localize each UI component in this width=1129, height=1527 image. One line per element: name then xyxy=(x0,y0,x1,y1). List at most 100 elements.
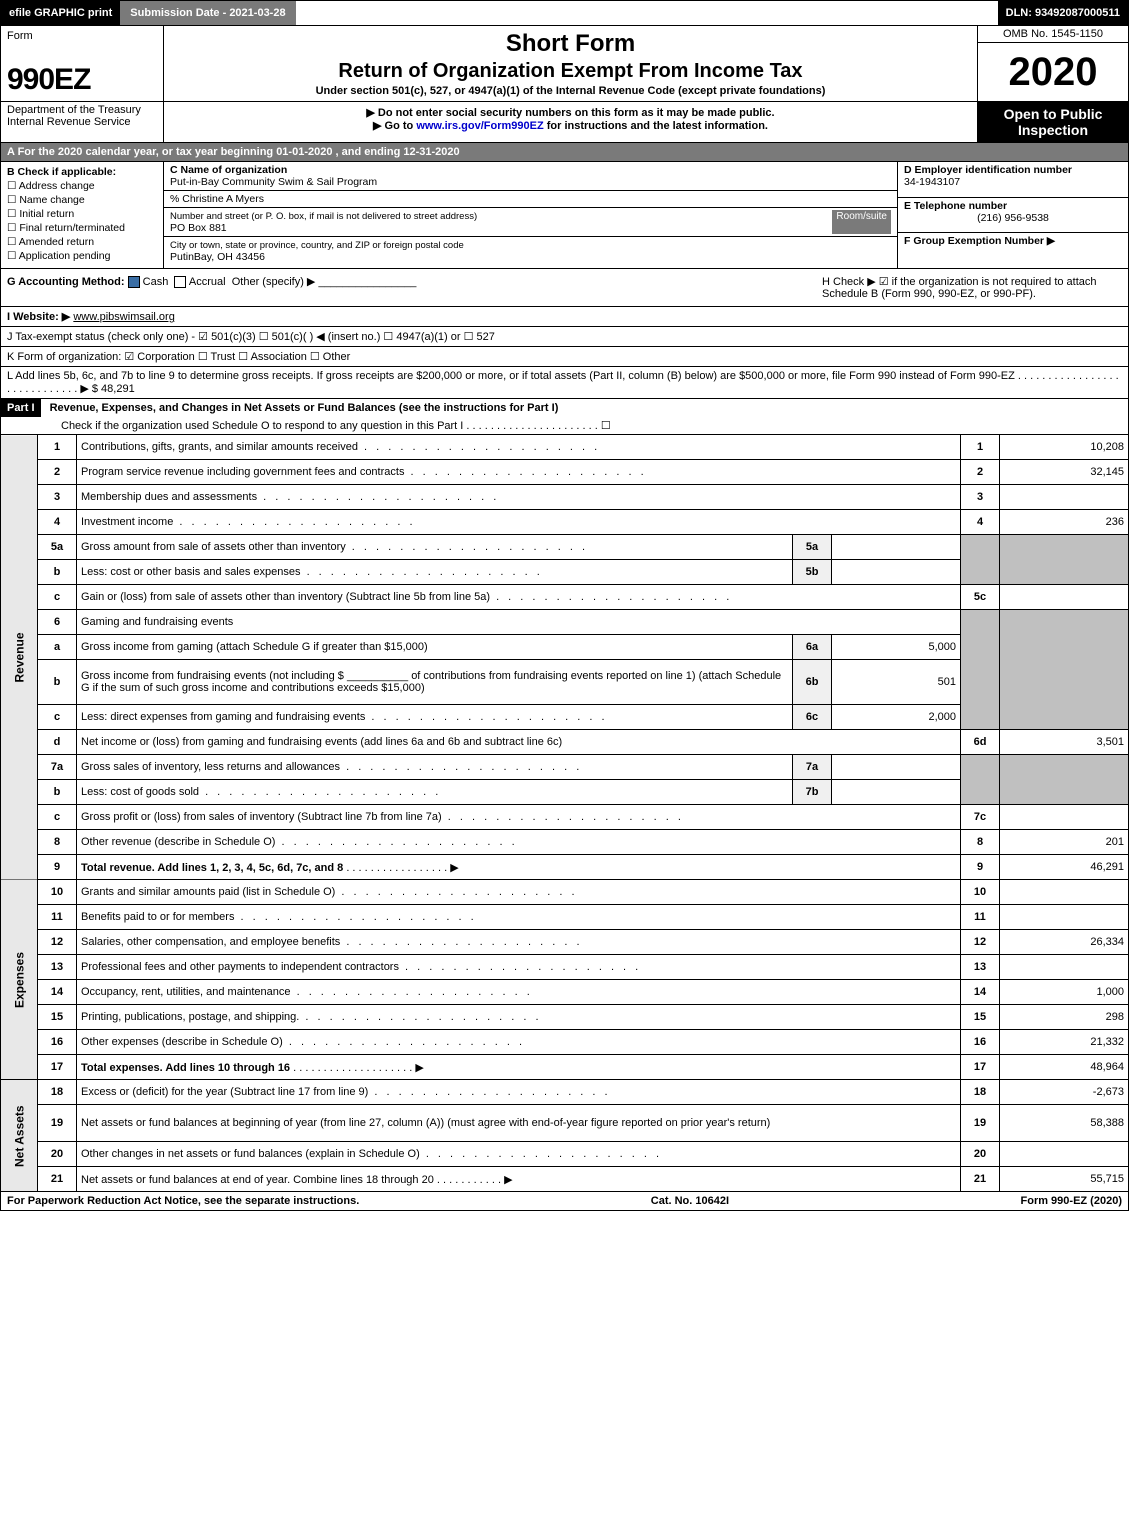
check-accrual[interactable] xyxy=(174,276,186,288)
l11-amt xyxy=(1000,905,1129,930)
l20-desc: Other changes in net assets or fund bala… xyxy=(77,1142,961,1167)
l6a-sv: 5,000 xyxy=(832,635,961,660)
l11-num: 11 xyxy=(38,905,77,930)
tax-year-row: A For the 2020 calendar year, or tax yea… xyxy=(0,143,1129,162)
care-of-block: % Christine A Myers xyxy=(164,191,897,208)
line-6b: b Gross income from fundraising events (… xyxy=(1,660,1129,705)
l7ab-shade-amt xyxy=(1000,755,1129,805)
section-b-label: B Check if applicable: xyxy=(7,166,157,178)
top-bar-spacer xyxy=(296,1,998,25)
check-amended-return[interactable]: ☐ Amended return xyxy=(7,236,157,248)
l6b-desc: Gross income from fundraising events (no… xyxy=(77,660,793,705)
ein-value: 34-1943107 xyxy=(904,176,960,188)
street-value: PO Box 881 xyxy=(170,222,227,234)
part1-header-row: Part I Revenue, Expenses, and Changes in… xyxy=(0,399,1129,435)
l3-num: 3 xyxy=(38,485,77,510)
l6d-desc: Net income or (loss) from gaming and fun… xyxy=(77,730,961,755)
l21-desc: Net assets or fund balances at end of ye… xyxy=(81,1174,434,1186)
l5b-desc: Less: cost or other basis and sales expe… xyxy=(77,560,793,585)
l16-desc: Other expenses (describe in Schedule O) xyxy=(77,1030,961,1055)
line-7b: b Less: cost of goods sold 7b xyxy=(1,780,1129,805)
instruction-row: Department of the Treasury Internal Reve… xyxy=(0,102,1129,143)
check-cash[interactable] xyxy=(128,276,140,288)
l2-num: 2 xyxy=(38,460,77,485)
l11-desc: Benefits paid to or for members xyxy=(77,905,961,930)
irs-link[interactable]: www.irs.gov/Form990EZ xyxy=(416,120,543,132)
l5b-sn: 5b xyxy=(793,560,832,585)
footer-right: Form 990-EZ (2020) xyxy=(1021,1195,1122,1207)
g-other: Other (specify) ▶ xyxy=(232,276,316,288)
opt-address: Address change xyxy=(19,180,95,192)
l7a-num: 7a xyxy=(38,755,77,780)
l15-amt: 298 xyxy=(1000,1005,1129,1030)
l6-num: 6 xyxy=(38,610,77,635)
form-number: 990EZ xyxy=(7,63,157,97)
l4-num: 4 xyxy=(38,510,77,535)
line-5c: c Gain or (loss) from sale of assets oth… xyxy=(1,585,1129,610)
l12-rn: 12 xyxy=(961,930,1000,955)
line-18: Net Assets 18 Excess or (deficit) for th… xyxy=(1,1080,1129,1105)
l6d-rn: 6d xyxy=(961,730,1000,755)
part1-table: Revenue 1 Contributions, gifts, grants, … xyxy=(0,435,1129,1192)
section-f: F Group Exemption Number ▶ xyxy=(898,233,1128,268)
line-10: Expenses 10 Grants and similar amounts p… xyxy=(1,880,1129,905)
website-value[interactable]: www.pibswimsail.org xyxy=(73,311,174,323)
l5b-num: b xyxy=(38,560,77,585)
l5b-sv xyxy=(832,560,961,585)
l5c-rn: 5c xyxy=(961,585,1000,610)
check-address-change[interactable]: ☐ Address change xyxy=(7,180,157,192)
check-name-change[interactable]: ☐ Name change xyxy=(7,194,157,206)
l6c-sn: 6c xyxy=(793,705,832,730)
l18-num: 18 xyxy=(38,1080,77,1105)
line-6: 6 Gaming and fundraising events xyxy=(1,610,1129,635)
efile-print-label[interactable]: efile GRAPHIC print xyxy=(1,1,120,25)
l18-amt: -2,673 xyxy=(1000,1080,1129,1105)
l17-rn: 17 xyxy=(961,1055,1000,1080)
l14-desc: Occupancy, rent, utilities, and maintena… xyxy=(77,980,961,1005)
l7ab-shade xyxy=(961,755,1000,805)
line-20: 20 Other changes in net assets or fund b… xyxy=(1,1142,1129,1167)
l17-desc-wrap: Total expenses. Add lines 10 through 16 … xyxy=(77,1055,961,1080)
header-block: Form 990EZ Short Form Return of Organiza… xyxy=(0,26,1129,102)
omb-number: OMB No. 1545-1150 xyxy=(978,26,1128,43)
line-2: 2 Program service revenue including gove… xyxy=(1,460,1129,485)
l9-amt: 46,291 xyxy=(1000,855,1129,880)
l4-amt: 236 xyxy=(1000,510,1129,535)
open-public-box: Open to Public Inspection xyxy=(977,102,1128,142)
l17-desc: Total expenses. Add lines 10 through 16 xyxy=(81,1062,290,1074)
l7b-desc: Less: cost of goods sold xyxy=(77,780,793,805)
section-k: K Form of organization: ☑ Corporation ☐ … xyxy=(0,347,1129,367)
l8-rn: 8 xyxy=(961,830,1000,855)
l7b-num: b xyxy=(38,780,77,805)
city-value: PutinBay, OH 43456 xyxy=(170,251,265,263)
section-def: D Employer identification number 34-1943… xyxy=(897,162,1128,268)
l9-rn: 9 xyxy=(961,855,1000,880)
header-right: OMB No. 1545-1150 2020 xyxy=(977,26,1128,101)
l5c-desc: Gain or (loss) from sale of assets other… xyxy=(77,585,961,610)
city-block: City or town, state or province, country… xyxy=(164,237,897,265)
l21-desc-wrap: Net assets or fund balances at end of ye… xyxy=(77,1167,961,1192)
l6-shade xyxy=(961,610,1000,730)
city-label: City or town, state or province, country… xyxy=(170,240,464,251)
opt-amended: Amended return xyxy=(19,236,94,248)
g-cash: Cash xyxy=(143,276,169,288)
check-final-return[interactable]: ☐ Final return/terminated xyxy=(7,222,157,234)
l5c-num: c xyxy=(38,585,77,610)
under-section-text: Under section 501(c), 527, or 4947(a)(1)… xyxy=(172,85,969,97)
l1-amt: 10,208 xyxy=(1000,435,1129,460)
l7b-sn: 7b xyxy=(793,780,832,805)
l21-rn: 21 xyxy=(961,1167,1000,1192)
line-7a: 7a Gross sales of inventory, less return… xyxy=(1,755,1129,780)
l17-num: 17 xyxy=(38,1055,77,1080)
l7a-desc: Gross sales of inventory, less returns a… xyxy=(77,755,793,780)
check-application-pending[interactable]: ☐ Application pending xyxy=(7,250,157,262)
dln-label: DLN: 93492087000511 xyxy=(998,1,1128,25)
dept-treasury: Department of the Treasury Internal Reve… xyxy=(1,102,164,142)
l17-amt: 48,964 xyxy=(1000,1055,1129,1080)
header-center: Short Form Return of Organization Exempt… xyxy=(164,26,977,101)
l4-rn: 4 xyxy=(961,510,1000,535)
l20-rn: 20 xyxy=(961,1142,1000,1167)
check-initial-return[interactable]: ☐ Initial return xyxy=(7,208,157,220)
return-title: Return of Organization Exempt From Incom… xyxy=(172,60,969,83)
l7c-num: c xyxy=(38,805,77,830)
